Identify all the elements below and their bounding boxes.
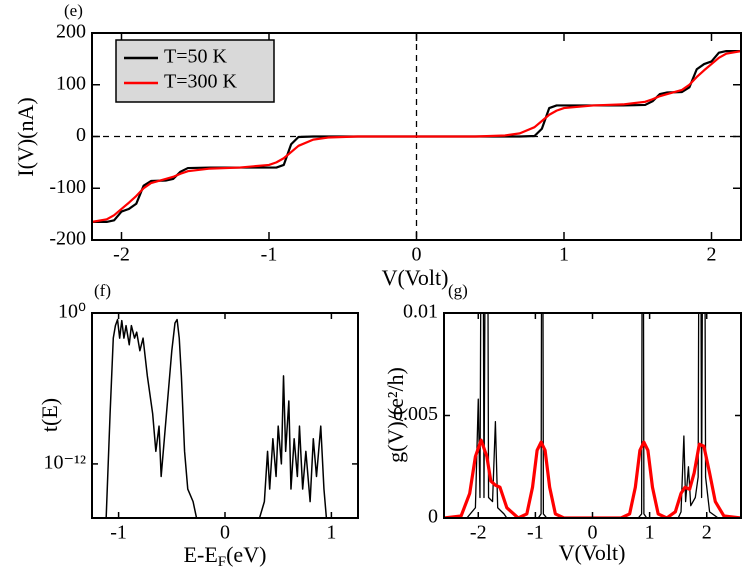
y-tick-label: 0.005 bbox=[393, 403, 438, 425]
panel-label: (g) bbox=[448, 281, 468, 300]
x-axis-label-sub: F bbox=[218, 554, 226, 570]
x-axis-label-main: V(Volt) bbox=[382, 265, 449, 290]
y-tick-label: 200 bbox=[56, 21, 86, 43]
x-tick-label: -2 bbox=[113, 244, 130, 266]
x-tick-label: 0 bbox=[588, 522, 598, 544]
panel-label: (f) bbox=[94, 281, 111, 300]
series-line bbox=[444, 438, 741, 518]
x-tick-label: -1 bbox=[261, 244, 278, 266]
y-axis-label: g(V)/(e²/h) bbox=[383, 367, 408, 463]
x-axis-label-main: E-E bbox=[184, 542, 218, 567]
axes-frame bbox=[91, 312, 359, 519]
panel-label: (e) bbox=[64, 1, 83, 20]
x-axis-label-tail: (eV) bbox=[226, 542, 266, 567]
x-tick-label: 2 bbox=[707, 244, 717, 266]
x-tick-label: -1 bbox=[527, 522, 544, 544]
y-tick-label: 10⁰ bbox=[58, 301, 86, 323]
x-axis-label: V(Volt) bbox=[382, 265, 449, 290]
plot-area bbox=[444, 313, 741, 518]
y-axis-label: I(V)(nA) bbox=[13, 97, 38, 176]
series-line bbox=[105, 318, 328, 518]
x-axis-label-main: V(Volt) bbox=[559, 540, 626, 565]
x-tick-label: -1 bbox=[110, 522, 127, 544]
plot-area bbox=[105, 318, 328, 518]
y-tick-label: 0.01 bbox=[403, 301, 438, 323]
x-tick-label: 2 bbox=[702, 522, 712, 544]
legend-label: T=300 K bbox=[164, 71, 237, 93]
x-tick-label: 0 bbox=[220, 522, 230, 544]
y-tick-label: 0 bbox=[76, 124, 86, 146]
y-tick-label: 100 bbox=[56, 72, 86, 94]
legend-label: T=50 K bbox=[164, 46, 227, 68]
x-axis-label: V(Volt) bbox=[559, 540, 626, 565]
x-tick-label: 0 bbox=[412, 244, 422, 266]
y-tick-label: -100 bbox=[49, 176, 86, 198]
plot-area bbox=[92, 50, 741, 223]
x-tick-label: -2 bbox=[470, 522, 487, 544]
series-line bbox=[92, 50, 741, 223]
x-axis-label: E-EF(eV) bbox=[184, 542, 267, 570]
y-tick-label: 0 bbox=[428, 506, 438, 528]
y-tick-label: 10⁻¹² bbox=[43, 452, 86, 474]
y-tick-label: -200 bbox=[49, 228, 86, 250]
x-tick-label: 1 bbox=[559, 244, 569, 266]
legend-box bbox=[115, 39, 275, 103]
y-axis-label: t(E) bbox=[37, 398, 62, 432]
x-tick-label: 1 bbox=[326, 522, 336, 544]
x-tick-label: 1 bbox=[645, 522, 655, 544]
